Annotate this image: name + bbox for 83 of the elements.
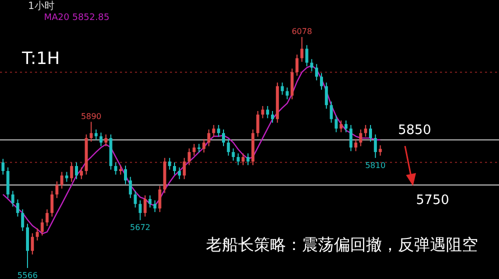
candlestick: [320, 72, 323, 90]
candlestick: [232, 148, 235, 162]
candlestick: [178, 166, 181, 180]
candlestick: [271, 110, 274, 124]
candlestick: [310, 58, 314, 72]
candlestick: [286, 87, 289, 100]
candlestick: [30, 232, 34, 255]
candlestick: [246, 152, 250, 166]
candlestick: [354, 138, 358, 152]
annotation: 5890: [81, 112, 102, 121]
candlestick: [26, 223, 29, 268]
annotation: 5810: [365, 160, 386, 170]
candlestick: [296, 54, 298, 76]
text: MA20 5852.85: [44, 13, 110, 23]
candlestick: [173, 162, 176, 176]
candlestick: [266, 106, 270, 119]
annotation: 6078: [292, 27, 312, 36]
candlestick: [261, 106, 264, 119]
candlestick: [148, 194, 152, 208]
candlestick: [290, 68, 294, 100]
candlestick: [207, 128, 210, 147]
candlestick: [36, 228, 39, 241]
candlestick: [94, 128, 98, 140]
candlestick: [16, 198, 20, 218]
candlestick: [70, 162, 74, 182]
candlestick: [364, 124, 368, 138]
candlestick: [60, 171, 64, 190]
candlestick: [378, 144, 382, 156]
candlestick: [138, 200, 142, 221]
candlestick: [128, 176, 132, 199]
candlestick: [119, 165, 122, 176]
ref-line-label: 5750: [416, 192, 450, 208]
candlestick: [202, 138, 206, 153]
candlestick: [188, 148, 191, 166]
candlestick: [104, 134, 108, 147]
candlestick: [217, 124, 220, 138]
candlestick: [344, 120, 348, 133]
candlestick: [242, 152, 245, 166]
candlestick: [305, 44, 308, 67]
candlestick: [280, 82, 284, 96]
annotation: T:1H: [21, 49, 60, 69]
candlestick: [315, 64, 318, 81]
candlestick: [134, 190, 137, 208]
candlestick: [2, 158, 4, 176]
candlestick: [65, 171, 68, 182]
candlestick: [11, 190, 14, 208]
candlestick: [222, 128, 225, 147]
candlestick: [168, 157, 172, 170]
candlestick: [369, 124, 372, 142]
candlestick: [144, 194, 147, 218]
candlestick: [100, 132, 102, 147]
candlestick: [330, 101, 333, 124]
candlestick: [374, 134, 377, 158]
candlestick: [40, 218, 44, 236]
candlestick: [256, 110, 260, 138]
candlestick: [192, 143, 196, 156]
annotation: 5672: [130, 223, 150, 232]
candlestick: [349, 124, 352, 152]
candlestick: [236, 152, 240, 166]
text: 1小时: [28, 0, 54, 12]
candlestick: [80, 166, 83, 180]
candlestick: [226, 138, 230, 156]
candlestick: [6, 166, 10, 199]
candlestick: [114, 162, 118, 176]
candlestick: [153, 200, 156, 213]
candlestick: [90, 121, 93, 142]
candlestick: [75, 162, 78, 180]
candlestick: [182, 157, 186, 180]
candlestick: [334, 115, 338, 133]
candlestick: [359, 128, 362, 147]
ref-line-label: 5850: [398, 122, 432, 138]
candlestick: [46, 208, 49, 227]
candlestick: [55, 180, 58, 199]
candlestick: [124, 165, 127, 185]
candlestick: [21, 208, 24, 232]
annotation: 5566: [17, 271, 38, 279]
candlestick: [50, 190, 54, 218]
candlestick: [158, 185, 162, 213]
candlestick: [324, 82, 328, 110]
candlestick: [212, 124, 216, 138]
text: 老船长策略：震荡偏回撤，反弹遇阻空: [206, 235, 478, 254]
candlestick: [340, 120, 343, 133]
candlestick: [300, 36, 304, 62]
